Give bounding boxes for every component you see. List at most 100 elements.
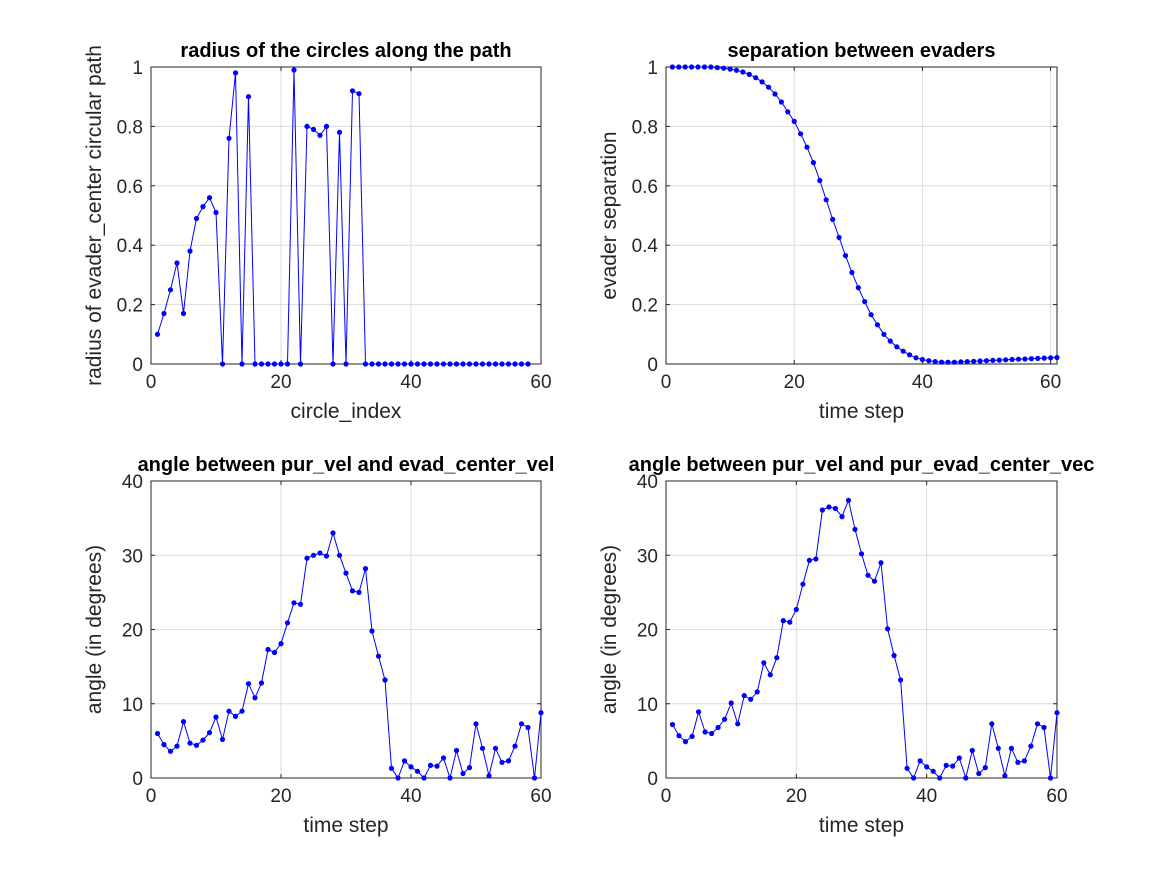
data-point [709, 730, 715, 737]
data-point [696, 709, 702, 715]
y-tick-label: 1 [132, 58, 143, 79]
data-point [323, 123, 330, 129]
data-point [349, 88, 356, 94]
data-point [849, 269, 855, 276]
data-point [531, 775, 538, 781]
data-point [505, 361, 512, 367]
y-axis-label: angle (in degrees) [598, 545, 621, 714]
data-point [180, 310, 187, 317]
data-point [767, 672, 773, 678]
x-tick-label: 0 [146, 786, 157, 807]
data-point [362, 566, 369, 572]
data-point [310, 552, 317, 558]
data-point [382, 677, 388, 683]
data-point [971, 358, 977, 364]
data-point [791, 118, 797, 124]
data-point [785, 109, 791, 115]
data-point [1034, 721, 1041, 727]
x-axis-label: circle_index [291, 400, 402, 423]
y-tick-label: 0.8 [632, 117, 658, 138]
data-point [1002, 773, 1008, 779]
data-point [682, 64, 688, 70]
data-point [930, 768, 936, 774]
series-line [157, 531, 542, 780]
data-point [950, 763, 956, 769]
data-point [932, 359, 938, 365]
data-point [669, 721, 676, 728]
data-point [226, 708, 232, 714]
data-point [766, 84, 772, 90]
data-point [427, 361, 434, 367]
y-tick-label: 30 [122, 546, 143, 567]
y-tick-label: 0.4 [632, 236, 659, 257]
data-point [369, 628, 375, 634]
data-point [741, 693, 747, 699]
data-point [213, 714, 219, 720]
data-point [486, 773, 492, 779]
data-point [990, 357, 996, 363]
x-tick-label: 20 [270, 786, 291, 807]
data-point [434, 763, 440, 769]
data-point [466, 765, 473, 771]
data-point [708, 64, 714, 70]
plot-area [151, 67, 541, 364]
data-point [473, 721, 479, 727]
x-tick-label: 60 [530, 786, 551, 807]
data-point [951, 359, 958, 365]
data-point [956, 755, 962, 761]
data-point [375, 653, 382, 659]
data-point [894, 344, 900, 350]
x-axis-label: time step [303, 814, 388, 837]
data-point [800, 581, 806, 587]
data-point [304, 123, 310, 129]
data-point [200, 204, 206, 210]
data-point [538, 710, 544, 716]
y-axis-label: radius of evader_center circular path [83, 45, 106, 386]
data-point [245, 94, 252, 100]
data-point [878, 560, 884, 566]
data-point [1009, 356, 1015, 363]
data-point [963, 775, 969, 781]
x-tick-label: 20 [270, 372, 291, 393]
data-point [174, 743, 180, 749]
y-tick-label: 1 [647, 58, 658, 79]
data-point [505, 758, 512, 764]
data-point [937, 775, 943, 781]
y-tick-label: 20 [122, 621, 143, 642]
chart-title: radius of the circles along the path [180, 40, 511, 62]
data-point [813, 556, 819, 562]
data-point [453, 361, 460, 367]
x-tick-label: 20 [784, 372, 805, 393]
data-point [754, 689, 760, 695]
data-point [167, 287, 174, 293]
data-point [977, 358, 983, 364]
y-tick-label: 0.8 [117, 117, 143, 138]
chart-panel-1: 0 20 40 60 0 0.2 0.4 0.6 0.8 1 circle_index radius … [83, 40, 552, 423]
chart-title: angle between pur_vel and evad_center_ve… [138, 454, 555, 476]
data-point [695, 64, 701, 70]
data-point [180, 719, 187, 725]
y-tick-label: 0.4 [117, 236, 144, 257]
data-point [874, 322, 881, 328]
data-point [193, 215, 200, 222]
data-point [1015, 759, 1021, 766]
data-point [881, 331, 887, 337]
data-point [460, 770, 466, 777]
data-point [733, 67, 740, 73]
data-point [245, 681, 252, 687]
data-point [958, 359, 964, 365]
data-point [252, 361, 258, 367]
data-point [943, 762, 949, 769]
data-point [898, 677, 904, 683]
x-axis-label: time step [819, 400, 904, 423]
x-tick-label: 0 [146, 372, 157, 393]
y-tick-label: 10 [637, 695, 658, 716]
y-axis-label: evader separation [598, 131, 621, 299]
data-point [161, 742, 167, 748]
data-point [258, 361, 265, 367]
data-point [401, 758, 408, 764]
data-point [728, 700, 734, 706]
data-point [161, 310, 167, 317]
y-tick-label: 0.2 [117, 296, 143, 317]
